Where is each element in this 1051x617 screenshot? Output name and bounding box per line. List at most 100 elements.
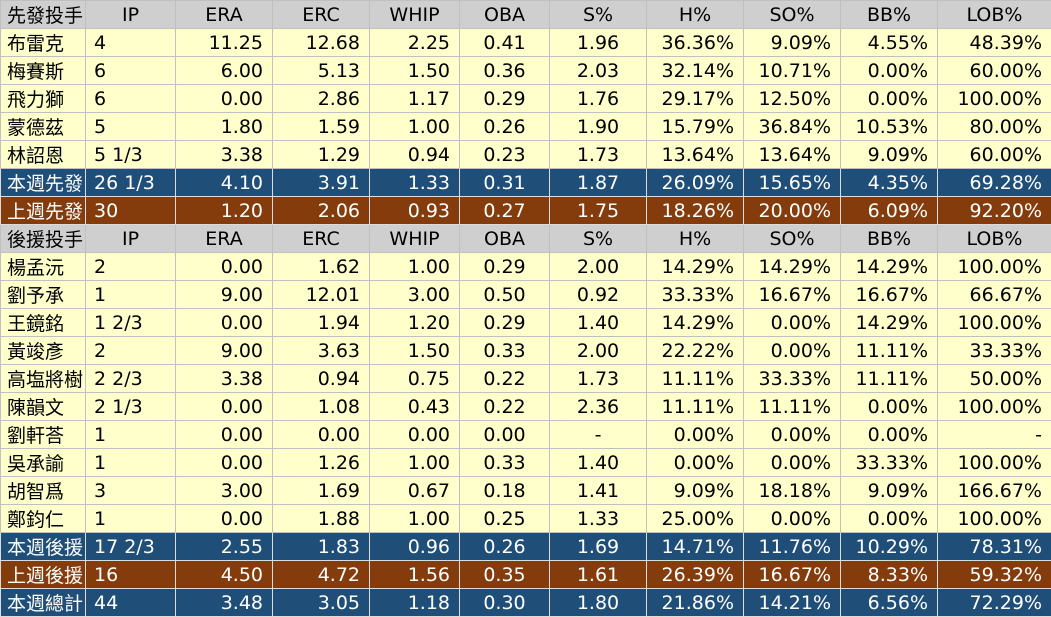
stat-cell: 0.00 — [176, 253, 273, 281]
stat-cell: 0.00% — [647, 421, 744, 449]
stat-cell: 16.67% — [744, 281, 841, 309]
stat-cell: 1 — [86, 421, 176, 449]
stat-cell: 1.94 — [273, 309, 370, 337]
stat-cell: 1.00 — [370, 113, 460, 141]
row-label: 楊孟沅 — [1, 253, 86, 281]
stat-cell: 0.26 — [460, 533, 550, 561]
stat-cell: 0.00% — [647, 449, 744, 477]
stat-cell: 100.00% — [938, 309, 1051, 337]
stat-cell: 0.92 — [550, 281, 647, 309]
column-header: OBA — [460, 225, 550, 253]
row-label: 布雷克 — [1, 29, 86, 57]
stat-cell: 6 — [86, 85, 176, 113]
column-header: WHIP — [370, 225, 460, 253]
stat-cell: 0.00% — [744, 309, 841, 337]
stat-cell: 36.36% — [647, 29, 744, 57]
column-header: ERC — [273, 225, 370, 253]
row-label: 梅賽斯 — [1, 57, 86, 85]
column-header: BB% — [841, 1, 938, 29]
stat-cell: 1.96 — [550, 29, 647, 57]
stat-cell: 1.73 — [550, 141, 647, 169]
stat-cell: - — [550, 421, 647, 449]
stat-cell: 1.62 — [273, 253, 370, 281]
row-label: 本週先發 — [1, 169, 86, 197]
row-label: 劉予承 — [1, 281, 86, 309]
stat-cell: 1.00 — [370, 253, 460, 281]
stat-cell: 0.23 — [460, 141, 550, 169]
stat-cell: 11.25 — [176, 29, 273, 57]
stat-cell: 1.56 — [370, 561, 460, 589]
stat-cell: 12.50% — [744, 85, 841, 113]
stat-cell: 10.53% — [841, 113, 938, 141]
stat-cell: 1.20 — [370, 309, 460, 337]
stat-cell: 12.01 — [273, 281, 370, 309]
stat-cell: 0.43 — [370, 393, 460, 421]
stat-cell: 2.25 — [370, 29, 460, 57]
stat-cell: 0.22 — [460, 365, 550, 393]
stat-cell: 0.94 — [370, 141, 460, 169]
stat-cell: 100.00% — [938, 85, 1051, 113]
stat-cell: 0.00% — [841, 57, 938, 85]
stat-cell: 0.00 — [176, 393, 273, 421]
stat-cell: 60.00% — [938, 141, 1051, 169]
stat-cell: 4.35% — [841, 169, 938, 197]
stat-cell: 0.22 — [460, 393, 550, 421]
stat-cell: 0.00 — [176, 505, 273, 533]
stat-cell: 3.48 — [176, 589, 273, 617]
stat-cell: 2 — [86, 337, 176, 365]
stat-cell: 0.75 — [370, 365, 460, 393]
stat-cell: 9.09% — [841, 477, 938, 505]
stat-cell: 2 1/3 — [86, 393, 176, 421]
stat-cell: 8.33% — [841, 561, 938, 589]
stat-cell: 0.35 — [460, 561, 550, 589]
stat-cell: 26 1/3 — [86, 169, 176, 197]
stat-cell: 33.33% — [938, 337, 1051, 365]
stat-cell: 92.20% — [938, 197, 1051, 225]
stat-cell: 10.29% — [841, 533, 938, 561]
stat-cell: 1.29 — [273, 141, 370, 169]
stat-cell: 3 — [86, 477, 176, 505]
stat-cell: 4.55% — [841, 29, 938, 57]
stat-cell: 0.00 — [273, 421, 370, 449]
stat-cell: 0.25 — [460, 505, 550, 533]
stat-cell: 100.00% — [938, 505, 1051, 533]
column-header: H% — [647, 225, 744, 253]
stat-cell: 1.33 — [370, 169, 460, 197]
stat-cell: 10.71% — [744, 57, 841, 85]
stat-cell: 2.55 — [176, 533, 273, 561]
stat-cell: 5 1/3 — [86, 141, 176, 169]
stat-cell: 69.28% — [938, 169, 1051, 197]
row-label: 上週先發 — [1, 197, 86, 225]
column-header: H% — [647, 1, 744, 29]
stat-cell: 0.00% — [841, 421, 938, 449]
row-label: 劉軒荅 — [1, 421, 86, 449]
stat-cell: 2.06 — [273, 197, 370, 225]
stat-cell: 9.09% — [744, 29, 841, 57]
stat-cell: 0.00 — [176, 421, 273, 449]
stat-cell: 1.33 — [550, 505, 647, 533]
stat-cell: 14.29% — [647, 253, 744, 281]
stat-cell: 4.72 — [273, 561, 370, 589]
stat-cell: 11.11% — [647, 365, 744, 393]
column-header: LOB% — [938, 225, 1051, 253]
stat-cell: 11.11% — [647, 393, 744, 421]
column-header: BB% — [841, 225, 938, 253]
stat-cell: 2.00 — [550, 337, 647, 365]
row-label: 吳承諭 — [1, 449, 86, 477]
section-header-label: 後援投手 — [1, 225, 86, 253]
stat-cell: 14.29% — [647, 309, 744, 337]
stat-cell: 1.83 — [273, 533, 370, 561]
stat-cell: 6.00 — [176, 57, 273, 85]
stat-cell: 13.64% — [744, 141, 841, 169]
stat-cell: 59.32% — [938, 561, 1051, 589]
stat-cell: 6 — [86, 57, 176, 85]
